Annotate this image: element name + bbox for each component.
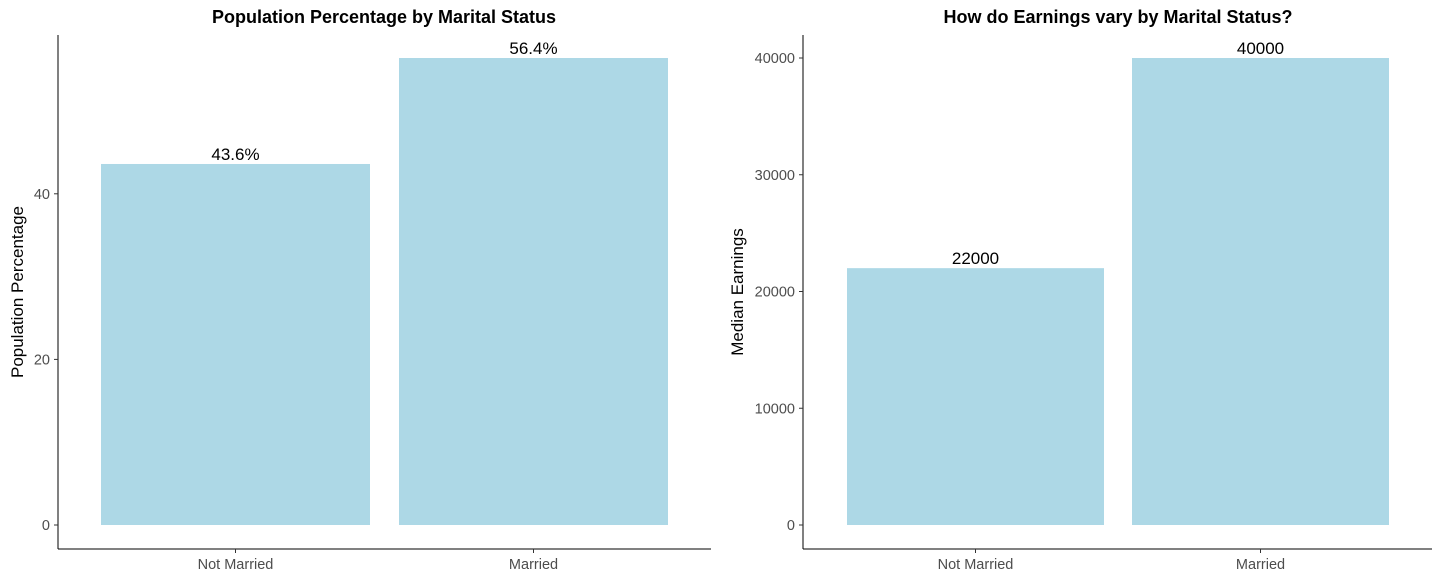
- population-x-tick-label: Married: [509, 557, 558, 573]
- earnings-chart-panel: How do Earnings vary by Marital Status? …: [728, 7, 1432, 573]
- population-chart-title: Population Percentage by Marital Status: [212, 7, 556, 27]
- population-data-label: 56.4%: [509, 39, 557, 58]
- earnings-y-tick-label: 20000: [755, 285, 795, 301]
- earnings-bar-not-married: [847, 268, 1104, 525]
- population-bar-not-married: [101, 163, 370, 525]
- earnings-chart-title: How do Earnings vary by Marital Status?: [943, 7, 1292, 27]
- population-bar-married: [399, 58, 668, 525]
- earnings-chart-y-axis-label: Median Earnings: [728, 228, 747, 356]
- earnings-x-tick-label: Married: [1236, 557, 1285, 573]
- earnings-x-tick-label: Not Married: [938, 557, 1014, 573]
- population-data-label: 43.6%: [211, 145, 259, 164]
- earnings-y-tick-label: 10000: [755, 401, 795, 417]
- earnings-y-tick-label: 30000: [755, 168, 795, 184]
- earnings-y-tick-label: 40000: [755, 51, 795, 67]
- population-y-tick-label: 40: [34, 187, 50, 203]
- earnings-data-label: 22000: [952, 249, 999, 268]
- earnings-data-label: 40000: [1237, 39, 1284, 58]
- earnings-bar-married: [1132, 58, 1389, 525]
- population-y-tick-label: 0: [42, 518, 50, 534]
- population-chart-y-axis-label: Population Percentage: [8, 206, 27, 378]
- earnings-y-tick-label: 0: [787, 518, 795, 534]
- population-x-tick-label: Not Married: [198, 557, 274, 573]
- population-chart-panel: Population Percentage by Marital Status …: [8, 7, 711, 573]
- population-y-tick-label: 20: [34, 352, 50, 368]
